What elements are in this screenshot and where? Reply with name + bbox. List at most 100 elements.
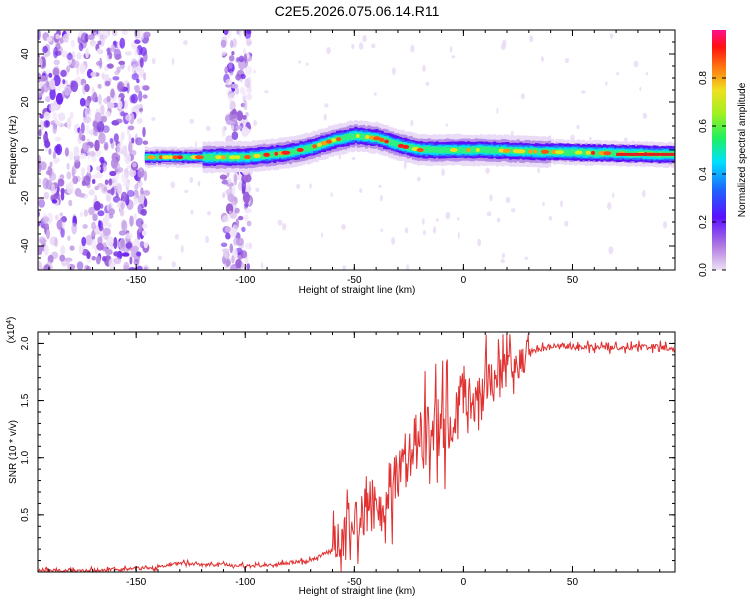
noise-blob	[42, 45, 48, 54]
noise-blob	[45, 96, 51, 103]
noise-blob	[73, 154, 80, 163]
noise-speckle	[477, 238, 482, 247]
band-segment	[207, 154, 211, 161]
snr-x-axis-label: Height of straight line (km)	[299, 586, 416, 597]
noise-blob	[41, 86, 45, 95]
noise-blob	[69, 111, 74, 120]
band-hotspot	[331, 138, 337, 143]
noise-blob	[39, 120, 44, 131]
noise-blob	[110, 157, 119, 169]
noise-blob	[41, 216, 50, 223]
noise-blob	[60, 227, 65, 238]
noise-blob	[39, 75, 47, 82]
noise-blob	[244, 208, 252, 214]
band-segment	[613, 150, 617, 157]
noise-blob	[66, 171, 72, 180]
noise-blob	[67, 235, 71, 241]
band-segment	[270, 151, 274, 158]
band-hotspot	[296, 147, 304, 152]
band-segment	[291, 148, 295, 155]
noise-blob	[70, 80, 79, 93]
noise-speckle	[362, 34, 367, 43]
noise-speckle	[309, 183, 312, 189]
noise-blob	[94, 139, 100, 152]
noise-speckle	[371, 43, 376, 49]
noise-blob	[235, 258, 243, 269]
noise-blob	[96, 166, 101, 171]
noise-blob	[220, 39, 227, 48]
noise-blob	[236, 57, 240, 62]
noise-speckle	[151, 117, 156, 121]
noise-speckle	[425, 81, 430, 86]
band-segment	[239, 153, 243, 160]
spectrogram-y-axis-label: Frequency (Hz)	[8, 116, 19, 185]
noise-blob	[68, 181, 74, 188]
noise-blob	[90, 94, 99, 102]
noise-speckle	[378, 184, 382, 188]
noise-speckle	[560, 200, 563, 207]
noise-speckle	[639, 86, 642, 92]
noise-speckle	[324, 103, 329, 108]
noise-blob	[90, 231, 97, 237]
snr-x-tick-label: -100	[235, 577, 255, 588]
band-segment	[213, 154, 217, 161]
band-segment	[359, 133, 363, 140]
noise-blob	[38, 245, 43, 256]
noise-speckle	[529, 35, 534, 43]
colorbar-tick-label: 0.0	[698, 263, 709, 277]
noise-speckle	[502, 39, 507, 47]
noise-blob	[97, 83, 102, 89]
noise-blob	[140, 187, 144, 197]
noise-blob	[45, 179, 53, 190]
noise-speckle	[264, 90, 269, 94]
noise-blob	[81, 134, 86, 142]
band-segment	[144, 155, 149, 160]
noise-blob	[246, 263, 250, 270]
band-segment	[430, 146, 434, 153]
spectrogram-y-tick-label: -20	[20, 190, 31, 205]
noise-blob	[113, 133, 119, 143]
band-segment	[354, 132, 358, 139]
noise-blob	[45, 223, 49, 229]
band-hotspot	[326, 139, 332, 144]
noise-blob	[72, 175, 79, 185]
band-segment	[288, 149, 293, 156]
noise-blob	[142, 94, 148, 99]
noise-blob	[86, 251, 91, 259]
noise-blob	[108, 208, 116, 216]
noise-blob	[234, 207, 240, 214]
spectrogram-y-tick-label: 20	[20, 96, 31, 108]
snr-plot-frame	[37, 331, 676, 573]
snr-y-scale-label: (x104)	[6, 317, 18, 344]
noise-blob	[43, 191, 50, 200]
band-segment	[435, 146, 439, 153]
noise-blob	[39, 161, 47, 171]
band-hotspot	[159, 155, 163, 160]
noise-blob	[143, 31, 151, 38]
noise-blob	[39, 114, 45, 119]
noise-blob	[129, 256, 133, 265]
noise-blob	[110, 44, 116, 53]
noise-blob	[79, 152, 87, 160]
band-hotspot	[317, 142, 322, 147]
snr-y-tick-label: 2.0	[20, 336, 31, 350]
noise-blob	[133, 213, 137, 220]
noise-blob	[130, 93, 138, 104]
snr-x-tick-label: 0	[461, 577, 467, 588]
band-hotspot	[502, 148, 511, 153]
band-segment	[409, 144, 413, 151]
noise-speckle	[323, 113, 327, 121]
band-segment	[346, 134, 350, 141]
noise-speckle	[253, 120, 258, 126]
band-hotspot	[416, 148, 424, 152]
noise-blob	[59, 212, 64, 217]
noise-blob	[225, 232, 231, 240]
noise-speckle	[260, 262, 264, 270]
noise-blob	[80, 32, 89, 44]
noise-blob	[142, 126, 146, 138]
band-hotspot	[516, 149, 526, 154]
noise-blob	[115, 53, 122, 60]
noise-blob	[96, 48, 103, 54]
colorbar: 0.0 0.2 0.4 0.6 0.8 Normalized spectral ampl…	[698, 30, 748, 277]
noise-blob	[121, 191, 128, 202]
